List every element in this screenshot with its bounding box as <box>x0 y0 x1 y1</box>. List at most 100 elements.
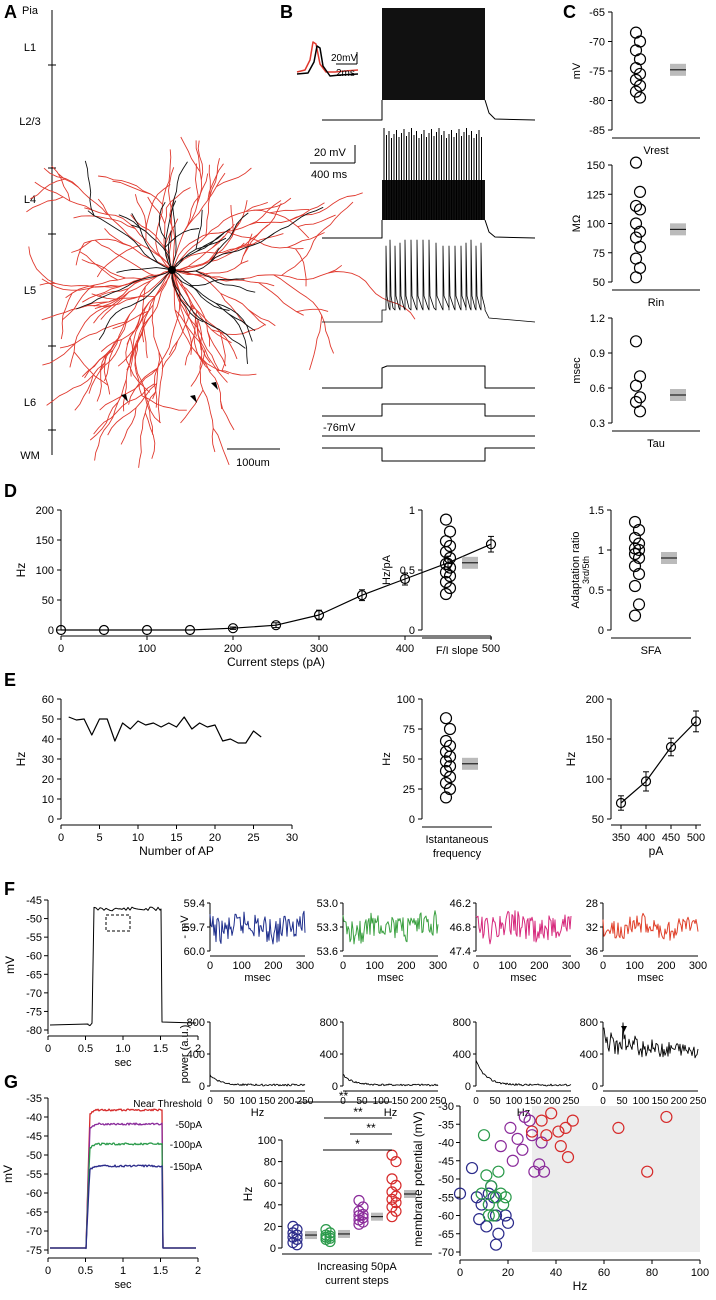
fi-curve-xtick-label: 400 <box>396 643 414 655</box>
fi-slope-ytick-label: 1 <box>409 505 415 517</box>
dendrite-branch <box>125 302 150 361</box>
freq-scatter-point <box>439 764 453 778</box>
power-ytick-label: 400 <box>320 1049 338 1061</box>
fi-slope-point <box>443 539 457 553</box>
g-scatter-point <box>516 1143 529 1156</box>
axon-branch <box>195 209 203 250</box>
rin-ytick-label: 100 <box>587 219 605 231</box>
g-trace-3 <box>50 1164 196 1250</box>
dendrite-branch <box>97 288 129 297</box>
panel-label-A: A <box>4 2 17 22</box>
axon-branch <box>164 228 200 248</box>
dendrite-branch <box>297 214 336 228</box>
g-scatter-point <box>561 1150 575 1164</box>
trace-scale-v-label: 20 mV <box>314 147 346 159</box>
trace-7-hyperpol <box>322 447 535 462</box>
trace-scale-t-label: 400 ms <box>311 169 348 181</box>
dendrite-branch <box>201 357 230 375</box>
dendrite-branch <box>84 238 131 247</box>
sfa-ytick-label: 0.5 <box>589 585 604 597</box>
axon-branch <box>189 278 245 287</box>
dendrite-branch <box>84 207 173 271</box>
dendrite-branch <box>74 375 94 411</box>
dendrite-branch <box>171 269 203 383</box>
trace-1-decay <box>484 99 536 121</box>
fi-curve-marker <box>399 573 411 585</box>
dendrite-branch <box>169 199 176 263</box>
power-ytick-label: 400 <box>187 1049 205 1061</box>
sfa-ytick-label: 0 <box>598 625 604 637</box>
g-freq-ytick-label: 60 <box>264 1178 276 1190</box>
dendrite-branch <box>207 163 224 201</box>
dendrite-branch <box>71 240 93 253</box>
freq-scatter-ytick-label: 0 <box>409 814 415 826</box>
g-trace-1 <box>50 1122 196 1249</box>
power-ylabel: power (a.u.) <box>179 1025 191 1084</box>
power-spectrum <box>602 1022 699 1059</box>
g-freq-xlabel: Increasing 50pA <box>317 1261 397 1273</box>
freq-scatter-ytick-label: 50 <box>403 754 415 766</box>
sfa-point <box>632 543 646 557</box>
axon-branch <box>164 200 177 271</box>
dendrite-branch <box>51 165 71 202</box>
dendrite-branch <box>234 200 248 230</box>
g-freq-xlabel2: current steps <box>325 1275 389 1287</box>
dendrite-branch <box>134 341 161 424</box>
g-trace-2 <box>50 1142 196 1250</box>
freq-current-ytick-label: 150 <box>586 734 604 746</box>
rin-point <box>633 185 647 199</box>
dendrite-branch <box>93 383 155 435</box>
g-freq-point <box>386 1193 398 1206</box>
g-scatter-point <box>535 1114 548 1127</box>
freq-current-ytick-label: 50 <box>592 814 604 826</box>
sfa-ylabel2: 3rd/5th <box>581 556 591 584</box>
dendrite-branch <box>104 228 173 271</box>
power-ytick-label: 800 <box>453 1017 471 1029</box>
dendrite-branch <box>171 233 284 271</box>
dendrite-branch <box>30 178 65 200</box>
g-freq-point <box>353 1205 365 1217</box>
arrowhead-marker <box>121 394 128 402</box>
power-ytick-label: 400 <box>580 1049 598 1061</box>
dendrite-branch <box>161 341 178 370</box>
freq-scatter-point <box>443 722 457 736</box>
g-scatter-ytick-label: -55 <box>438 1192 454 1204</box>
g-scatter-xtick-label: 60 <box>598 1267 610 1279</box>
g-scatter-ytick-label: -50 <box>438 1174 454 1186</box>
tau-point <box>629 379 643 392</box>
dendrite-branch <box>99 269 173 371</box>
axon-branch <box>116 267 173 273</box>
tau-point <box>633 405 647 418</box>
dendrite-branch <box>103 314 131 382</box>
dendrite-branch <box>309 315 323 371</box>
g-trace-xlabel: sec <box>114 1279 132 1291</box>
zoom-ytick-label: 32 <box>586 922 598 934</box>
g-scatter-point <box>525 1125 539 1138</box>
trace-3 <box>322 239 536 323</box>
dendrite-branch <box>155 149 173 271</box>
g-freq-point <box>390 1190 402 1202</box>
g-scatter-point <box>612 1121 625 1135</box>
fi-curve-marker <box>485 539 497 550</box>
g-freq-point <box>386 1201 398 1213</box>
g-scatter-point <box>480 1220 493 1233</box>
dendrite-branch <box>134 194 147 233</box>
zoom-xtick-label: 300 <box>296 960 314 972</box>
g-scatter-xtick-label: 100 <box>691 1267 709 1279</box>
power-xtick-label: 100 <box>240 1096 257 1107</box>
sfa-point <box>628 609 642 622</box>
zoom-xtick-label: 0 <box>600 960 606 972</box>
zoom-ytick-label: 46.8 <box>450 922 471 934</box>
sfa-point <box>628 547 642 561</box>
freq-scatter-ytick-label: 100 <box>397 694 415 706</box>
f-trace-ytick-label: -70 <box>26 988 42 1000</box>
peak-arrow <box>621 1026 627 1032</box>
panel-label-F: F <box>4 879 15 899</box>
layer-label-L2/3: L2/3 <box>19 116 40 128</box>
dendrite-branch <box>219 331 226 372</box>
zoom-xlabel: msec <box>510 972 537 984</box>
layer-label-L1: L1 <box>24 42 36 54</box>
sfa-point <box>632 523 646 537</box>
panel-label-C: C <box>563 2 576 22</box>
dendrite-branch <box>112 310 149 330</box>
